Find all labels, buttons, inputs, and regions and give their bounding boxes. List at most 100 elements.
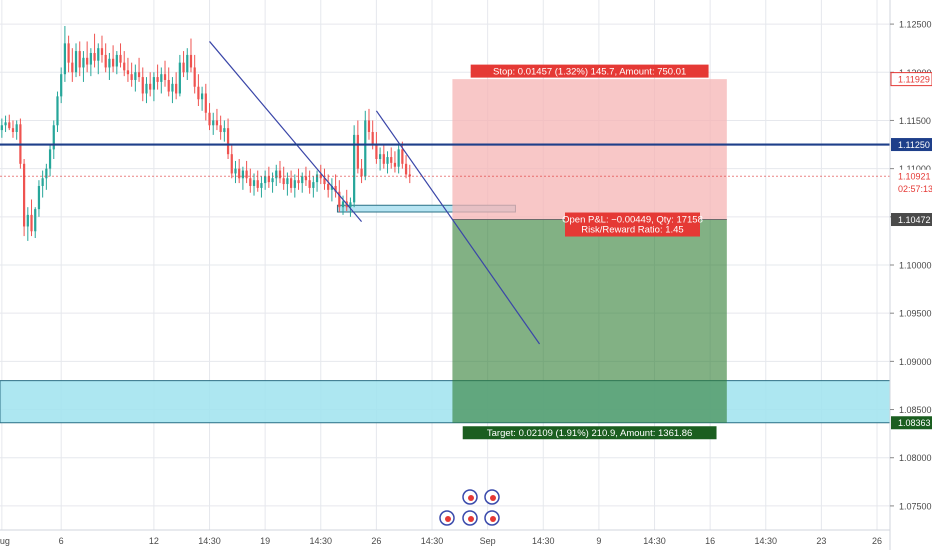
- entry-price-tag-bg: [891, 213, 932, 227]
- candle-body: [404, 163, 408, 175]
- drawing-lines[interactable]: [0, 41, 890, 345]
- time-tick-label: 14:30: [421, 536, 444, 546]
- short-position-tool[interactable]: [452, 79, 727, 423]
- candle-body: [360, 168, 363, 177]
- candle-body: [186, 54, 189, 73]
- candle-body: [137, 72, 141, 78]
- candle-body: [334, 185, 337, 192]
- price-tick-label: 1.11500: [899, 116, 931, 126]
- resistance-price-tag: 1.11250: [898, 140, 930, 150]
- candle-body: [275, 170, 278, 179]
- risk-reward-label: Risk/Reward Ratio: 1.45: [581, 225, 683, 236]
- candle-body: [178, 62, 181, 94]
- pnl-label: Open P&L: −0.00449, Qty: 17158: [562, 215, 703, 226]
- candle-body: [63, 43, 67, 75]
- take-profit-zone: [452, 219, 727, 423]
- candle-body: [408, 174, 411, 177]
- candle-body: [119, 54, 122, 63]
- candle-body: [212, 120, 215, 126]
- time-tick-label: 14:30: [755, 536, 778, 546]
- candle-body: [89, 53, 92, 65]
- candle-body: [182, 62, 185, 73]
- time-tick-label: 12: [149, 536, 159, 546]
- position-labels: Stop: 0.01457 (1.32%) 145.7, Amount: 750…: [462, 64, 717, 440]
- target-label-bg: [462, 426, 717, 440]
- time-tick-label: 6: [59, 536, 64, 546]
- candle-body: [223, 128, 226, 133]
- candle-body: [271, 178, 274, 183]
- candle-body: [48, 149, 52, 169]
- event-flag-icon: [445, 516, 451, 522]
- candle-body: [108, 58, 111, 68]
- candle-body: [397, 149, 400, 167]
- candle-body: [245, 170, 248, 179]
- candle-body: [241, 170, 245, 179]
- candle-body: [71, 62, 74, 73]
- candle-body: [26, 214, 29, 227]
- candle-body: [219, 125, 222, 133]
- time-tick-label: 26: [371, 536, 381, 546]
- stop-label: Stop: 0.01457 (1.32%) 145.7, Amount: 750…: [493, 67, 686, 78]
- candle-body: [238, 168, 241, 179]
- event-flag-icon: [490, 516, 496, 522]
- event-flag-icon: [468, 495, 474, 501]
- candle-body: [86, 57, 89, 65]
- candle-body: [378, 154, 382, 159]
- candle-body: [252, 180, 256, 186]
- candle-body: [208, 112, 211, 126]
- candle-body: [278, 170, 282, 179]
- candle-body: [15, 124, 18, 133]
- trendline-2: [375, 110, 541, 345]
- stop-label-bg: [470, 64, 709, 78]
- candle-body: [249, 178, 252, 186]
- candle-body: [56, 96, 59, 126]
- candle-body: [338, 191, 341, 208]
- stop-loss-zone: [452, 79, 727, 220]
- event-icons[interactable]: [439, 489, 500, 526]
- candle-body: [193, 67, 196, 87]
- candle-body: [312, 182, 315, 188]
- candle-body: [41, 178, 44, 186]
- time-tick-label: 26: [872, 536, 882, 546]
- candle-body: [8, 122, 11, 129]
- time-tick-label: 16: [705, 536, 715, 546]
- candle-body: [160, 74, 163, 82]
- time-tick-label: 14:30: [310, 536, 333, 546]
- trendline-1: [209, 41, 363, 223]
- candle-body: [315, 174, 319, 183]
- chart-grid: [0, 0, 890, 530]
- countdown-tag: 02:57:13: [898, 184, 932, 194]
- time-tick-label: 14:30: [532, 536, 555, 546]
- target-label: Target: 0.02109 (1.91%) 210.9, Amount: 1…: [487, 428, 692, 439]
- candle-body: [289, 178, 293, 188]
- target-price-tag: 1.08363: [898, 418, 931, 428]
- support-zone-large: [0, 380, 891, 424]
- candle-body: [60, 74, 63, 97]
- price-tick-label: 1.11000: [899, 164, 931, 174]
- candlestick-series: [0, 26, 411, 241]
- candle-body: [37, 185, 41, 210]
- candle-body: [145, 83, 148, 94]
- time-axis[interactable]: Aug 6 12 14:30 19 14:30 26 14:30 Sep 14:30 9 14:30 1…: [0, 529, 890, 546]
- price-tick-label: 1.12500: [899, 20, 932, 30]
- candle-body: [11, 128, 15, 133]
- event-flag-icon: [468, 516, 474, 522]
- time-tick-label: Aug: [0, 536, 10, 546]
- candle-body: [171, 83, 174, 92]
- candle-body: [386, 157, 389, 164]
- candle-body: [393, 162, 397, 167]
- candle-body: [382, 154, 385, 164]
- candle-body: [226, 128, 230, 155]
- candle-body: [256, 180, 259, 188]
- resistance-price-tag-bg: [891, 138, 932, 152]
- candle-body: [230, 154, 233, 174]
- candle-body: [367, 120, 371, 133]
- candle-body: [286, 178, 289, 185]
- price-axis[interactable]: 1.125001.120001.115001.110001.105001.100…: [889, 0, 932, 550]
- candle-body: [156, 77, 159, 82]
- candle-body: [364, 120, 367, 177]
- candle-body: [401, 149, 404, 164]
- candle-body: [104, 54, 107, 68]
- candle-body: [111, 58, 115, 67]
